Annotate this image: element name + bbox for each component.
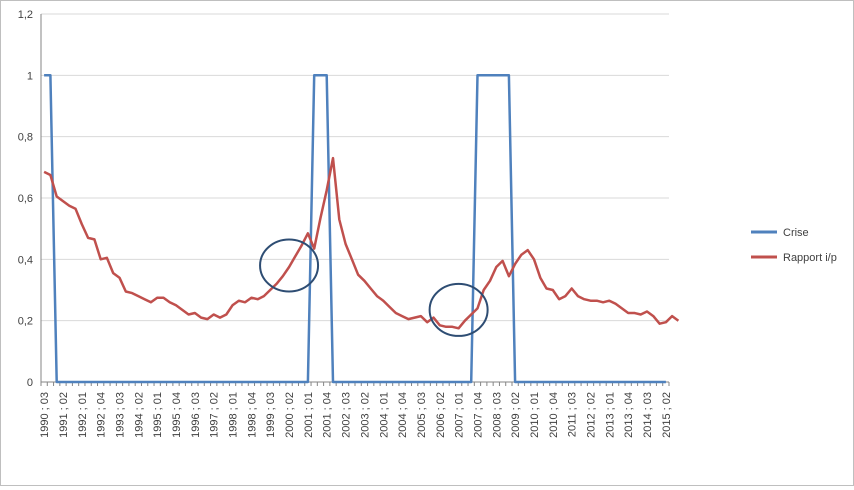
annotations <box>259 238 489 337</box>
legend: Crise Rapport i/p <box>751 227 837 264</box>
x-tick-label: 2010 ; 01 <box>529 392 541 438</box>
x-tick-label: 2000 ; 02 <box>284 392 296 438</box>
x-tick-label: 1990 ; 03 <box>39 392 51 438</box>
x-tick-label: 2008 ; 03 <box>491 392 503 438</box>
x-tick-label: 2013 ; 04 <box>623 392 635 438</box>
x-tick-label: 1999 ; 03 <box>265 392 277 438</box>
x-tick-label: 2007 ; 04 <box>472 392 484 438</box>
x-tick-label: 2003 ; 02 <box>359 392 371 438</box>
x-tick-label: 2013 ; 01 <box>604 392 616 438</box>
y-tick-label: 1 <box>27 70 33 82</box>
x-tick-label: 1998 ; 01 <box>228 392 240 438</box>
annotation-circle <box>259 238 320 293</box>
x-tick-label: 1992 ; 04 <box>96 392 108 438</box>
x-tick-label: 2010 ; 04 <box>548 392 560 438</box>
y-tick-label: 1,2 <box>18 9 33 21</box>
x-tick-label: 2014 ; 03 <box>642 392 654 438</box>
y-tick-label: 0,2 <box>18 316 33 328</box>
x-tick-label: 1992 ; 01 <box>77 392 89 438</box>
x-tick-label: 1997 ; 02 <box>209 392 221 438</box>
x-tick-label: 2015 ; 02 <box>661 392 673 438</box>
x-tick-label: 1995 ; 04 <box>171 392 183 438</box>
x-tick-label: 2004 ; 04 <box>397 392 409 438</box>
y-tick-label: 0,4 <box>18 254 33 266</box>
x-tick-label: 1993 ; 03 <box>115 392 127 438</box>
y-tick-label: 0 <box>27 377 33 389</box>
y-tick-label: 0,6 <box>18 193 33 205</box>
y-tick-label: 0,8 <box>18 132 33 144</box>
x-tick-label: 1991 ; 02 <box>58 392 70 438</box>
x-tick-label: 2001 ; 01 <box>303 392 315 438</box>
x-axis: 1990 ; 03 1991 ; 02 1992 ; 01 1992 ; 04 1993… <box>39 382 673 438</box>
x-tick-label: 2011 ; 03 <box>567 392 579 437</box>
x-tick-label: 2012 ; 02 <box>586 392 598 438</box>
x-tick-label: 2006 ; 02 <box>435 392 447 438</box>
annotation-circle <box>428 282 489 337</box>
x-tick-label: 2004 ; 01 <box>378 392 390 438</box>
x-tick-label: 2007 ; 01 <box>454 392 466 438</box>
y-axis-ticks: 0 0,2 0,4 0,6 0,8 1 1,2 <box>18 9 33 389</box>
gridlines <box>40 13 669 383</box>
x-tick-label: 2001 ; 04 <box>322 392 334 438</box>
x-tick-label: 2005 ; 03 <box>416 392 428 438</box>
legend-label-crise: Crise <box>783 227 809 239</box>
x-tick-label: 2009 ; 02 <box>510 392 522 438</box>
series-lines <box>43 74 680 384</box>
x-tick-label: 1994 ; 02 <box>133 392 145 438</box>
series-line-rapport <box>43 156 680 330</box>
series-line-crise <box>44 74 666 384</box>
x-tick-label: 2002 ; 03 <box>341 392 353 438</box>
x-tick-label: 1996 ; 03 <box>190 392 202 438</box>
x-tick-label: 1998 ; 04 <box>246 392 258 438</box>
x-tick-label: 1995 ; 01 <box>152 392 164 438</box>
legend-label-rapport: Rapport i/p <box>783 252 837 264</box>
